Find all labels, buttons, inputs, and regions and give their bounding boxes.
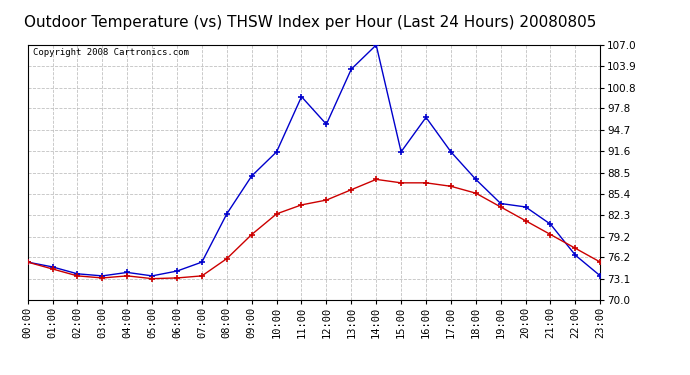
Text: Outdoor Temperature (vs) THSW Index per Hour (Last 24 Hours) 20080805: Outdoor Temperature (vs) THSW Index per … [24,15,597,30]
Text: Copyright 2008 Cartronics.com: Copyright 2008 Cartronics.com [33,48,189,57]
